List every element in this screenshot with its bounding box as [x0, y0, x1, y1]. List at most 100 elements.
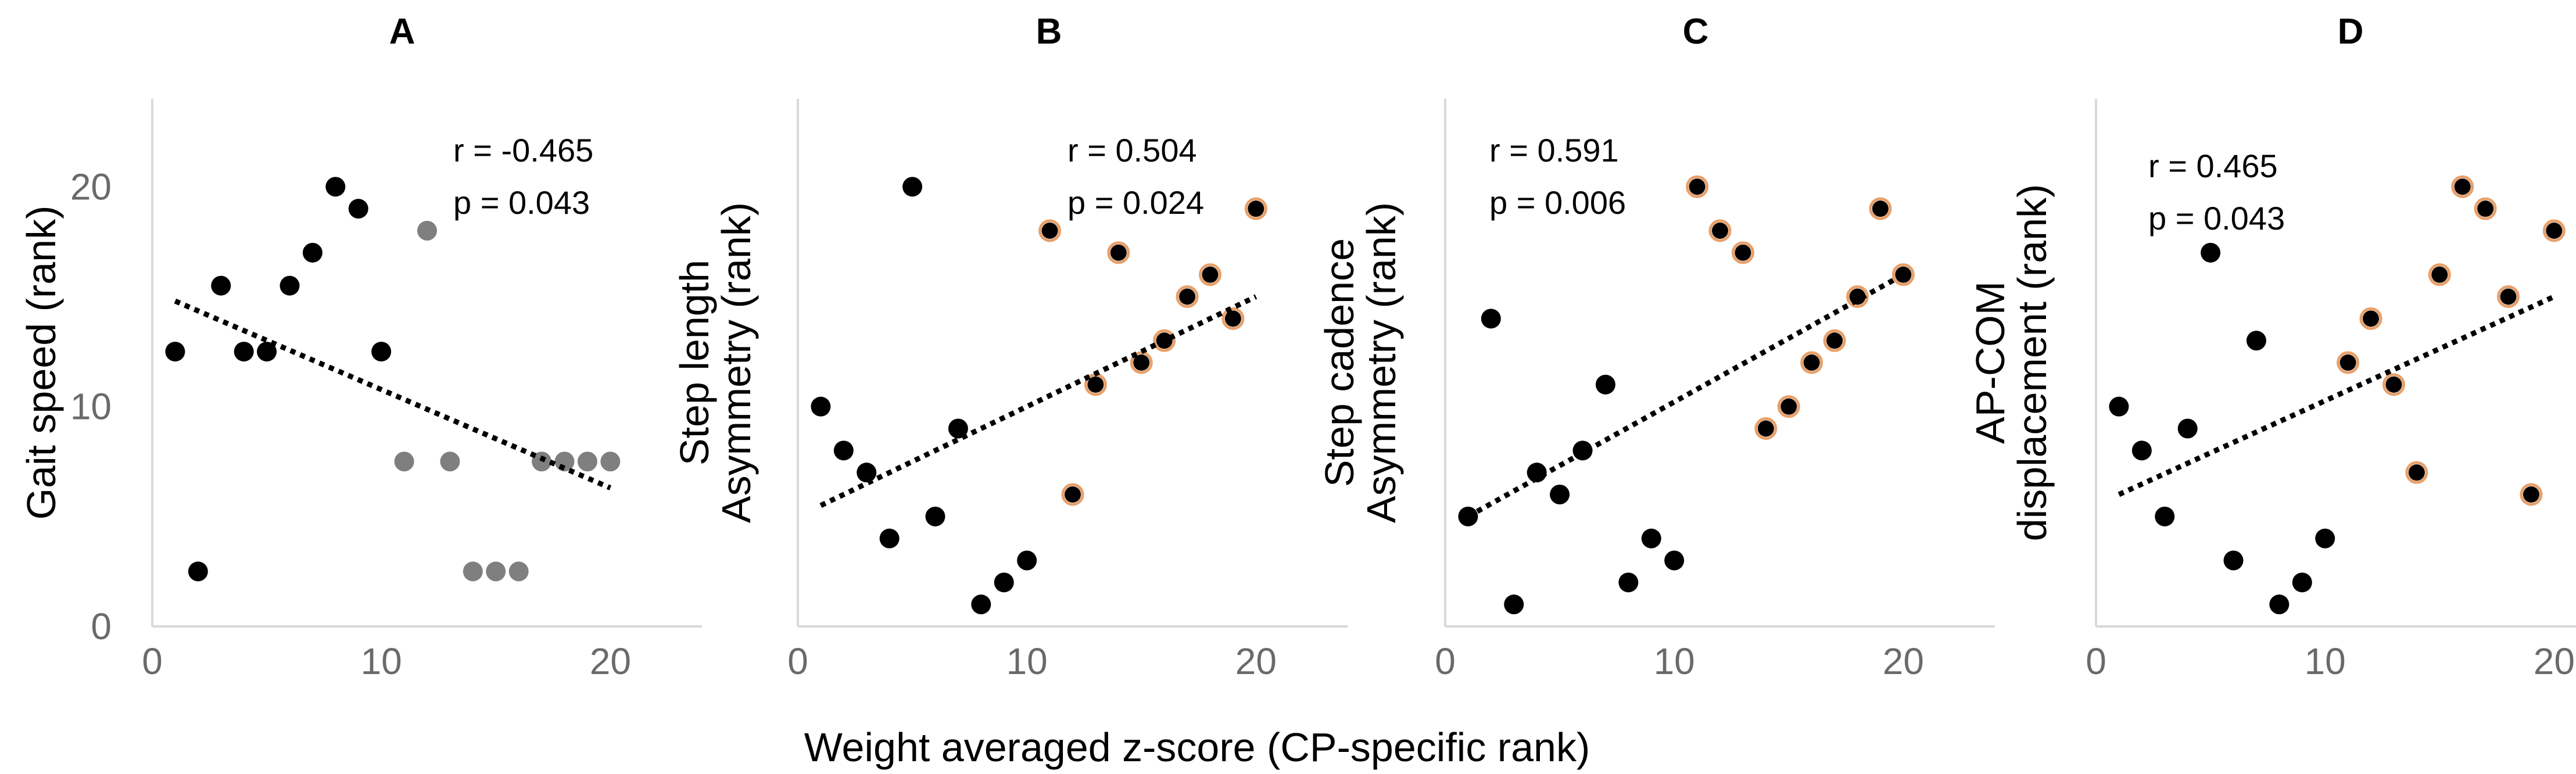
data-point [1664, 550, 1685, 571]
y-axis-label: AP-COM [1968, 281, 2013, 444]
data-point [2223, 550, 2244, 571]
data-point [948, 418, 968, 439]
data-point [1618, 572, 1639, 593]
data-point [302, 242, 323, 263]
data-point [280, 275, 300, 296]
data-point [2269, 594, 2290, 615]
data-point-core [1224, 310, 1241, 327]
data-point-core [1757, 420, 1774, 437]
data-point-core [2546, 223, 2563, 239]
data-point-core [2385, 376, 2402, 393]
trendline [2118, 294, 2556, 497]
data-point [2109, 396, 2129, 417]
data-point-core [1780, 398, 1797, 415]
data-point [1017, 550, 1037, 571]
data-point [577, 451, 597, 472]
data-point-core [1712, 223, 1728, 239]
data-point [371, 342, 392, 362]
data-point [2315, 528, 2335, 549]
data-point [1550, 485, 1570, 504]
data-point-core [1872, 200, 1889, 217]
data-point [1572, 440, 1593, 461]
data-point [257, 342, 277, 362]
panel-label: D [2338, 12, 2364, 52]
data-point-core [2500, 288, 2517, 305]
data-point-core [1087, 376, 1104, 393]
correlation-r: r = 0.504 [1067, 132, 1197, 169]
data-point [2292, 572, 2312, 593]
x-tick-label: 10 [1654, 640, 1695, 682]
data-point-core [1110, 244, 1127, 261]
data-point [440, 451, 460, 472]
data-point-core [2339, 354, 2356, 371]
data-point [879, 528, 900, 549]
x-tick-label: 0 [1435, 640, 1456, 682]
correlation-r: r = -0.465 [453, 132, 593, 169]
data-point-core [2477, 200, 2494, 217]
panel-label: A [389, 12, 415, 52]
data-point [532, 451, 552, 472]
data-point [234, 342, 254, 362]
data-point-core [2523, 486, 2539, 503]
data-point-core [1826, 332, 1843, 349]
data-point [902, 177, 923, 197]
data-point [2155, 506, 2175, 526]
trendline [1467, 272, 1905, 519]
data-point [486, 561, 506, 582]
p-value: p = 0.024 [1067, 184, 1204, 221]
x-tick-label: 0 [787, 640, 808, 682]
data-point [325, 177, 346, 197]
data-point-core [2431, 266, 2448, 283]
x-tick-label: 0 [142, 640, 163, 682]
x-tick-label: 10 [361, 640, 402, 682]
data-point-core [1041, 223, 1058, 239]
correlation-r: r = 0.465 [2148, 148, 2278, 184]
data-point-core [2454, 178, 2471, 195]
data-point [394, 451, 414, 472]
y-axis-label: Asymmetry (rank) [714, 202, 759, 523]
data-point [2201, 242, 2221, 263]
data-point [1527, 463, 1547, 483]
y-axis-label: Step length [672, 260, 717, 465]
panel-label: B [1036, 12, 1062, 52]
data-point [857, 463, 877, 483]
data-point-core [2363, 310, 2379, 327]
data-point [188, 561, 208, 582]
data-point [971, 594, 991, 615]
data-point [1595, 374, 1615, 395]
trendline [174, 298, 612, 490]
data-point [2131, 440, 2152, 461]
data-point [811, 396, 831, 417]
data-point-core [1179, 288, 1196, 305]
data-point [600, 451, 621, 472]
data-point-core [1065, 486, 1081, 503]
x-tick-label: 20 [1235, 640, 1277, 682]
y-axis-label: Asymmetry (rank) [1359, 202, 1404, 523]
data-point [165, 342, 185, 362]
data-point [1641, 528, 1661, 549]
x-tick-label: 20 [1883, 640, 1924, 682]
data-point [463, 561, 483, 582]
data-point [417, 221, 437, 241]
data-point-core [1735, 244, 1751, 261]
panel-label: C [1683, 12, 1709, 52]
data-point [1504, 594, 1524, 615]
y-tick-label: 10 [70, 386, 112, 428]
correlation-r: r = 0.591 [1489, 132, 1619, 169]
data-point-core [1202, 266, 1219, 283]
x-tick-label: 10 [1006, 640, 1048, 682]
y-axis-label: displacement (rank) [2009, 184, 2055, 542]
data-point-core [1133, 354, 1150, 371]
x-tick-label: 20 [2534, 640, 2575, 682]
data-point [2246, 331, 2266, 351]
data-point-core [2408, 464, 2425, 481]
data-point [348, 199, 368, 219]
data-point-core [1803, 354, 1820, 371]
data-point-core [1895, 266, 1912, 283]
